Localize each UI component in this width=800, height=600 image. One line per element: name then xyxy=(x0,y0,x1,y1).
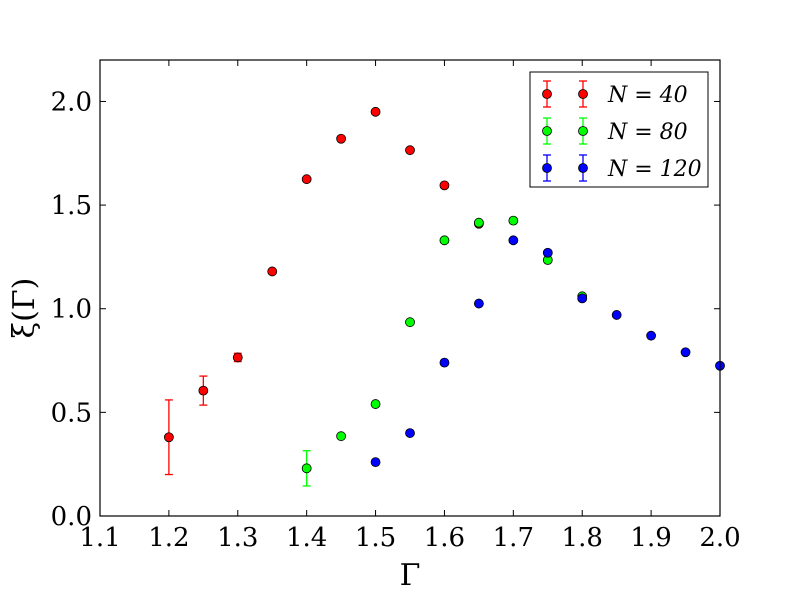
x-tick-label: 1.8 xyxy=(562,523,603,553)
x-tick-label: 1.3 xyxy=(217,523,258,553)
legend-label: N = 40 xyxy=(607,83,688,108)
data-point xyxy=(439,235,450,246)
data-point xyxy=(577,293,588,304)
data-point xyxy=(370,457,381,468)
legend-entry: N = 120 xyxy=(542,154,702,182)
y-tick-label: 1.5 xyxy=(51,191,92,221)
y-tick-label: 0.0 xyxy=(51,502,92,532)
y-axis-label: ξ(Γ) xyxy=(7,278,42,339)
series-2 xyxy=(370,235,725,468)
data-point xyxy=(508,215,519,226)
legend-marker xyxy=(542,126,552,136)
x-tick-label: 1.4 xyxy=(286,523,327,553)
x-tick-label: 1.6 xyxy=(424,523,465,553)
data-point xyxy=(680,347,691,358)
data-point xyxy=(646,330,657,341)
data-point xyxy=(301,463,312,474)
y-tick-label: 2.0 xyxy=(51,87,92,117)
ticks-layer: 1.1 1.2 1.3 1.4 1.5 1.6 1.7 1.8 1.9 2.0 0.0 0.5 1.0 1… xyxy=(51,60,741,553)
legend-marker xyxy=(578,89,588,99)
legend-box xyxy=(529,71,709,188)
data-point xyxy=(336,133,347,144)
data-point xyxy=(370,399,381,409)
data-point xyxy=(163,432,174,443)
data-point xyxy=(405,145,415,156)
data-point xyxy=(405,317,415,328)
x-tick-label: 1.5 xyxy=(355,523,396,553)
points-layer xyxy=(163,106,725,487)
legend-entry: N = 80 xyxy=(542,117,688,145)
data-point xyxy=(232,352,243,363)
data-point xyxy=(439,180,450,191)
legend-label: N = 120 xyxy=(607,157,702,182)
data-point xyxy=(542,247,553,258)
data-point xyxy=(405,428,415,438)
data-point xyxy=(439,357,450,368)
data-point xyxy=(508,235,519,246)
legend: N = 40 N = 80 N = 120 xyxy=(529,71,709,188)
series-0 xyxy=(163,106,484,476)
series-1 xyxy=(301,215,588,487)
y-tick-label: 0.5 xyxy=(51,398,92,428)
data-point xyxy=(301,174,312,185)
plot-frame xyxy=(99,59,721,517)
x-tick-label: 1.9 xyxy=(630,523,671,553)
data-point xyxy=(473,217,484,228)
legend-marker xyxy=(578,163,588,173)
x-tick-label: 1.1 xyxy=(79,523,120,553)
x-tick-label: 1.7 xyxy=(493,523,534,553)
data-point xyxy=(267,266,278,277)
data-point xyxy=(611,310,622,320)
legend-label: N = 80 xyxy=(607,120,688,145)
data-point xyxy=(198,385,209,396)
y-tick-label: 1.0 xyxy=(51,295,92,325)
x-axis-label: Γ xyxy=(400,558,421,593)
x-tick-label: 2.0 xyxy=(699,523,740,553)
x-tick-label: 1.2 xyxy=(148,523,189,553)
data-point xyxy=(370,106,381,117)
legend-entry: N = 40 xyxy=(542,80,688,108)
data-point xyxy=(336,431,347,442)
legend-marker xyxy=(542,89,552,99)
data-point xyxy=(473,298,484,309)
legend-marker xyxy=(578,126,588,136)
legend-marker xyxy=(542,163,552,173)
